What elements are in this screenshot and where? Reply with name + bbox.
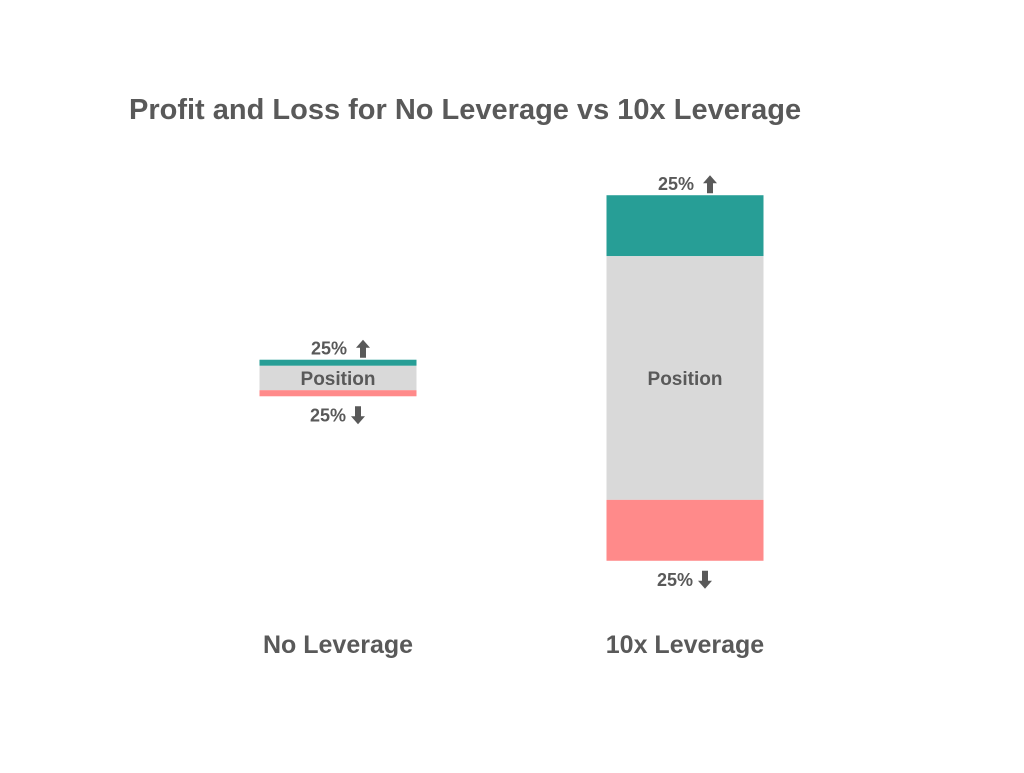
position-label-1: Position [648,369,723,390]
bar-profit-1 [606,195,764,257]
column-0: Position 25% 25% No Leverage [259,339,417,659]
arrow-down-icon-0 [351,406,365,425]
arrow-down-icon-1 [698,570,712,589]
bar-profit-0 [259,359,417,366]
category-label-0: No Leverage [263,631,413,659]
category-label-1: 10x Leverage [606,631,765,659]
position-label-0: Position [301,369,376,390]
chart-title: Profit and Loss for No Leverage vs 10x L… [129,94,802,126]
bar-position-0 [259,365,417,391]
arrow-up-icon-0 [356,339,370,358]
bar-position-1 [606,256,764,500]
profit-label-1: 25% [658,174,694,194]
column-1: Position 25% 25% 10x Leverage [606,174,765,659]
loss-label-1: 25% [657,570,693,590]
profit-label-0: 25% [311,339,347,359]
loss-label-0: 25% [310,405,346,425]
bar-loss-1 [606,499,764,561]
bar-loss-0 [259,390,417,397]
arrow-up-icon-1 [703,175,717,194]
